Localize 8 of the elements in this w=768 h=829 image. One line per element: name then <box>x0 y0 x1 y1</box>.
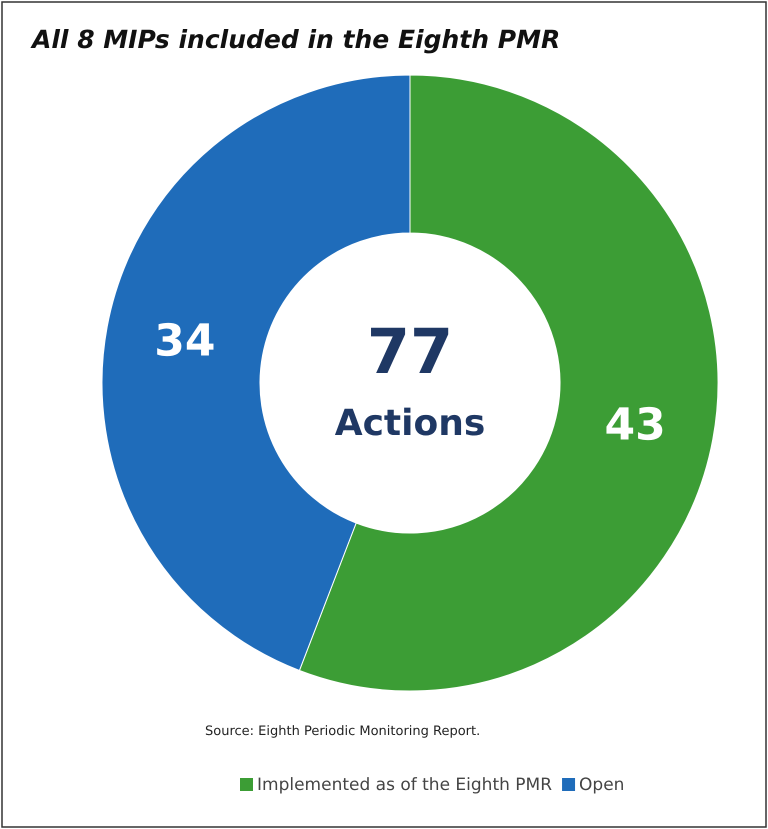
data-label: 43 <box>604 399 666 450</box>
legend-label: Open <box>579 775 624 795</box>
data-label: 34 <box>154 316 216 367</box>
legend-label: Implemented as of the Eighth PMR <box>257 775 552 795</box>
source-note: Source: Eighth Periodic Monitoring Report. <box>205 724 480 739</box>
text: Actions <box>334 403 486 444</box>
chart-title: All 8 MIPs included in the Eighth PMR <box>30 25 560 54</box>
text: 77 <box>366 315 454 388</box>
